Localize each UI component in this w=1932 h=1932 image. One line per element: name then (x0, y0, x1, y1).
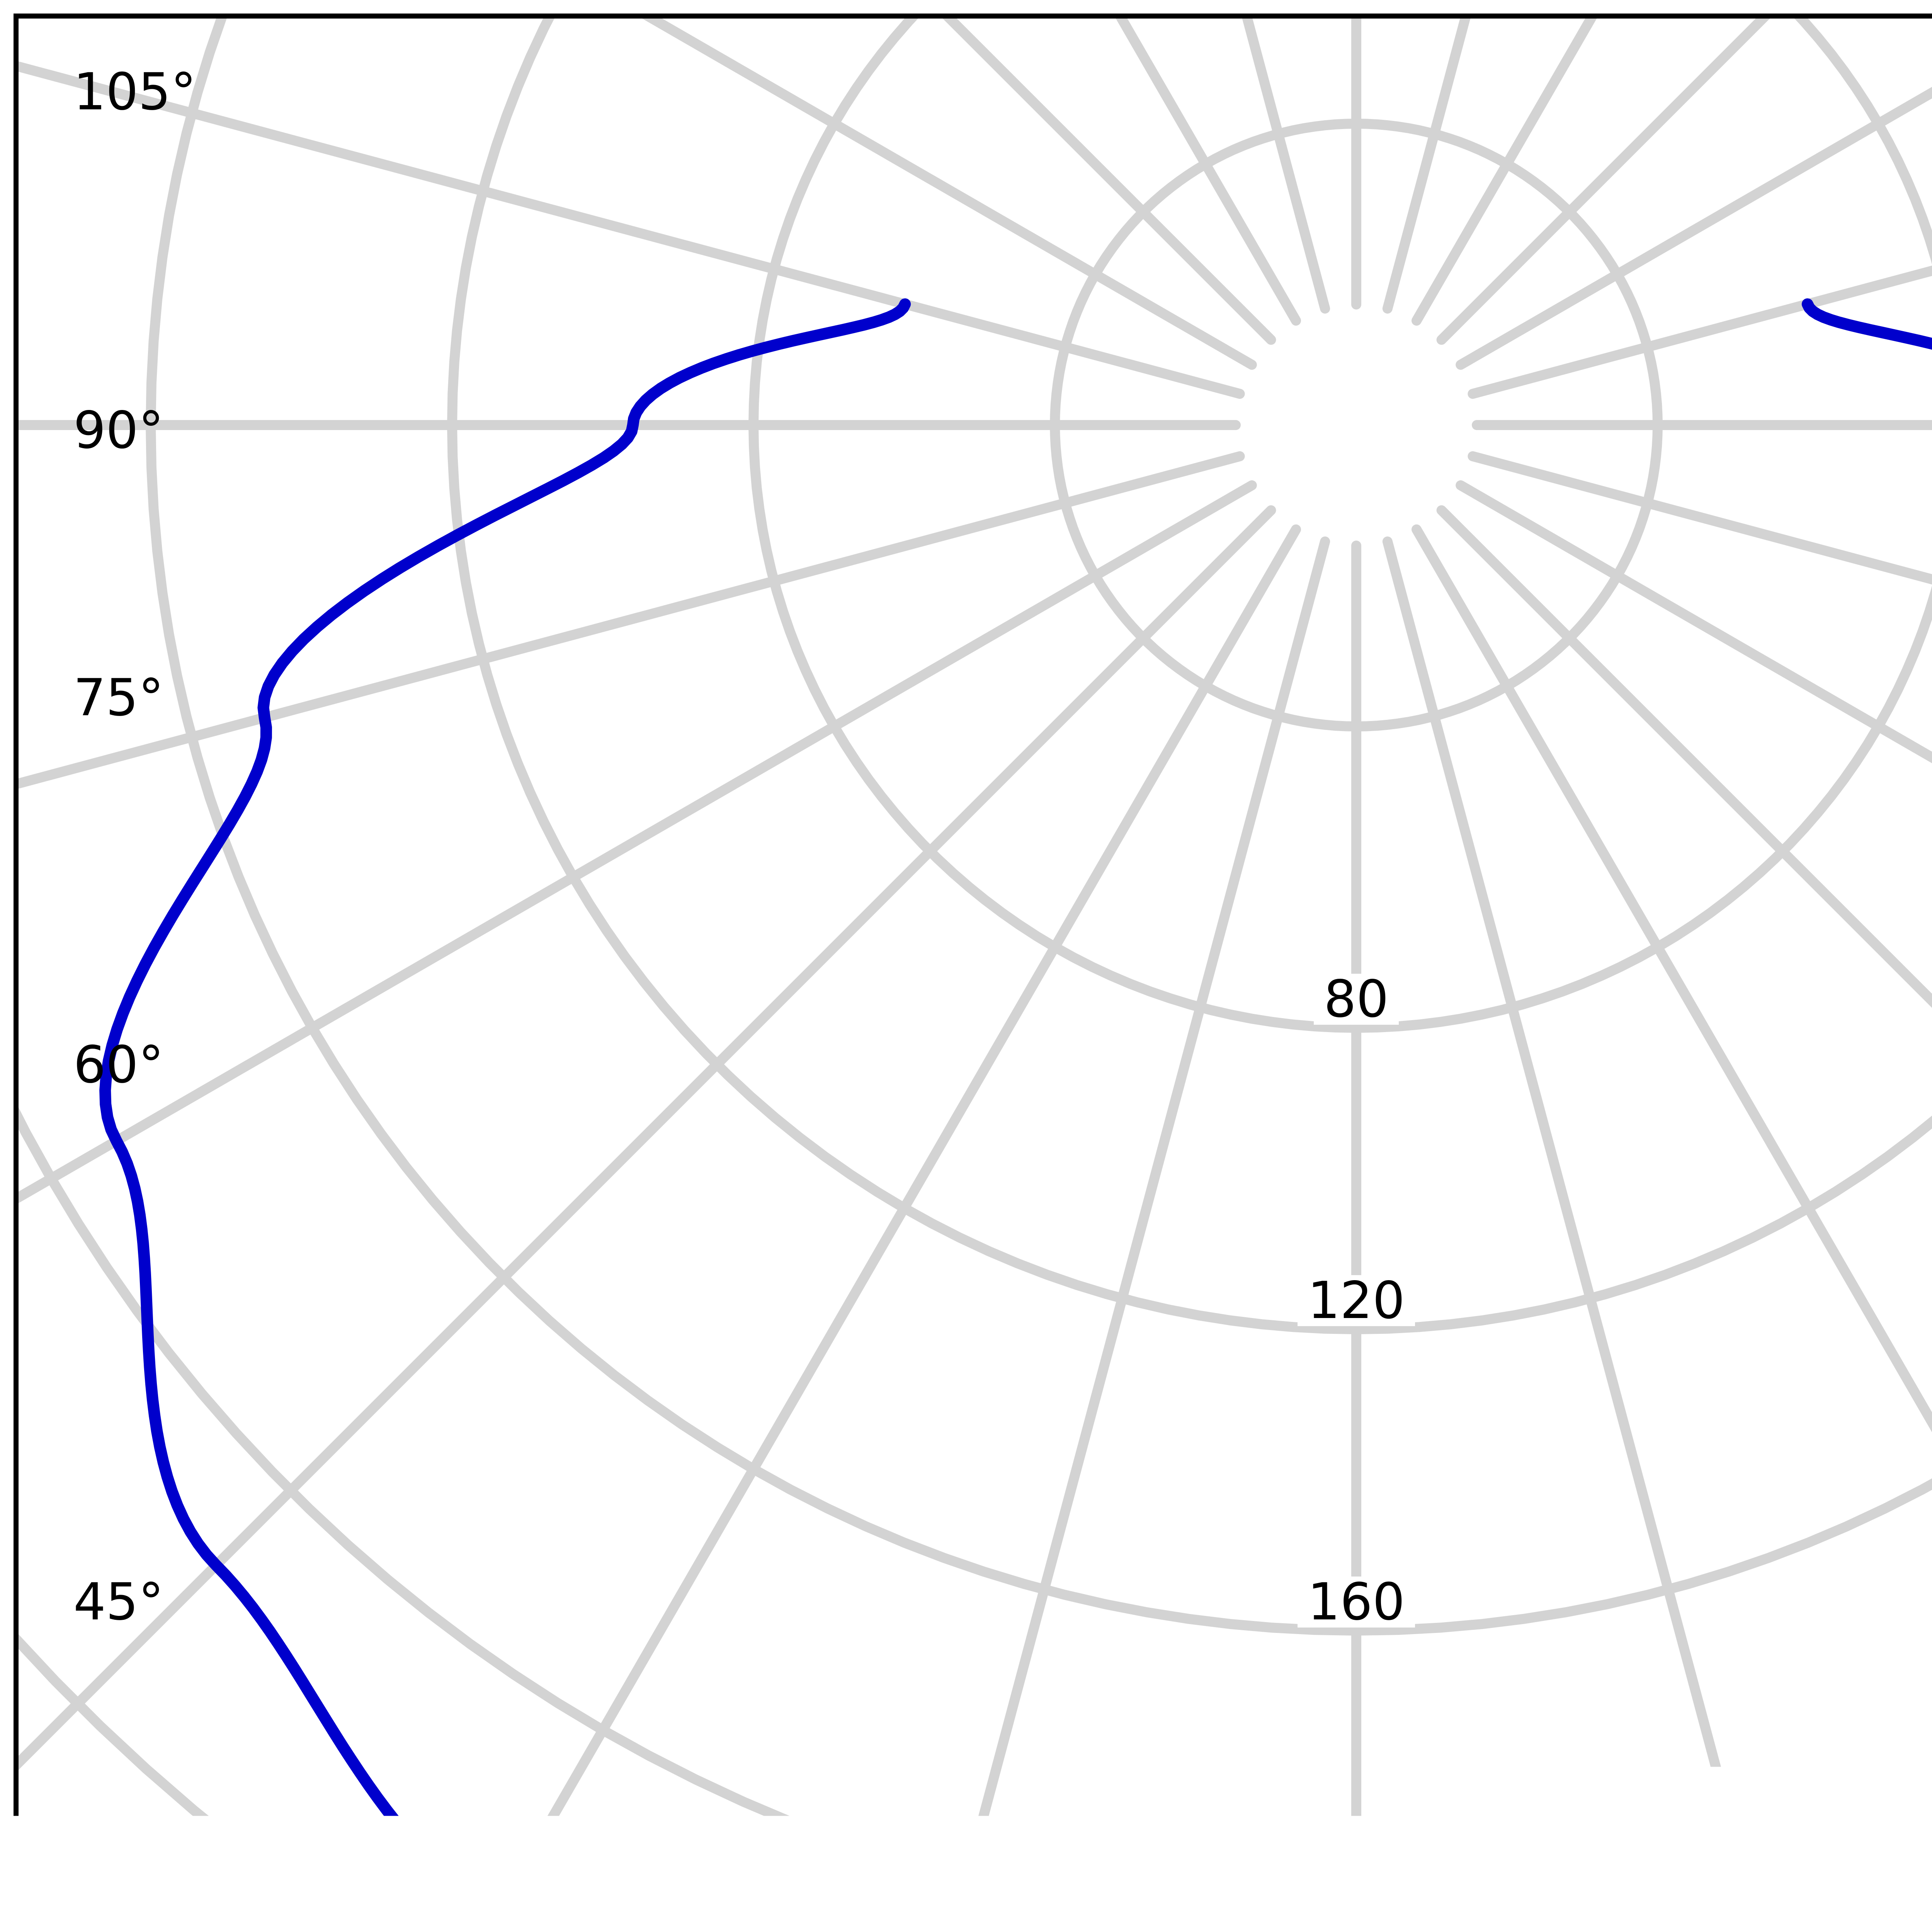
angle-label-left-4: 45° (73, 1577, 164, 1628)
grid-spoke (0, 485, 1252, 1668)
radial-tick-label-3: 200 (1298, 1882, 1415, 1932)
grid-ring (452, 0, 1932, 1329)
grid-spoke (0, 0, 1252, 365)
grid-spoke (1473, 456, 1932, 1069)
grid-spoke (1473, 0, 1932, 394)
radial-tick-label-0: 80 (1314, 974, 1399, 1025)
grid-spoke (1442, 510, 1932, 1932)
grid-spoke (713, 541, 1325, 1932)
angle-label-left-2: 75° (73, 672, 164, 723)
grid-ring (0, 0, 1932, 1932)
grid-spoke (0, 0, 1271, 340)
grid-ring (0, 0, 1932, 1932)
grid-ring (0, 0, 1932, 1932)
grid-spoke (0, 456, 1240, 1069)
grid-spoke (113, 529, 1296, 1932)
grid-lines (0, 0, 1932, 1932)
grid-ring (0, 0, 1932, 1932)
grid-spoke (1388, 541, 1932, 1932)
angle-label-left-0: 105° (73, 66, 196, 117)
angle-label-left-1: 90° (73, 405, 164, 456)
polar-light-distribution-chart: 105°90°75°60°45°30°105°90°75°60°45°30°30… (0, 0, 1932, 1932)
grid-ring (753, 0, 1932, 1028)
grid-spoke (0, 0, 1240, 394)
angle-label-left-3: 60° (73, 1039, 164, 1090)
polar-grid-and-curves (0, 0, 1932, 1932)
radial-tick-label-2: 160 (1298, 1577, 1415, 1628)
grid-spoke (1388, 0, 1932, 309)
radial-tick-label-1: 120 (1298, 1275, 1415, 1326)
